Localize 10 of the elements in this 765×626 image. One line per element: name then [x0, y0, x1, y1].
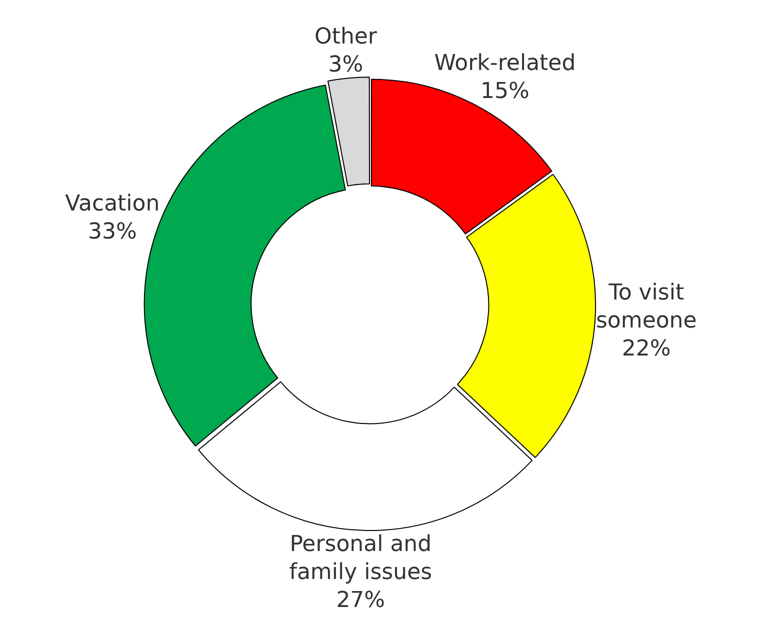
slice-label: Work-related	[434, 50, 576, 76]
slice-label: Vacation	[65, 192, 160, 217]
data-label: 33%	[88, 220, 137, 245]
slice-label: To visit someone	[596, 280, 697, 334]
data-label: 3%	[328, 52, 364, 78]
data-label: 22%	[622, 336, 671, 362]
data-label: 27%	[336, 588, 386, 614]
slice-label: Other	[314, 24, 378, 50]
slice-label: Personal and family issues	[289, 532, 432, 586]
data-label: 15%	[480, 78, 530, 104]
